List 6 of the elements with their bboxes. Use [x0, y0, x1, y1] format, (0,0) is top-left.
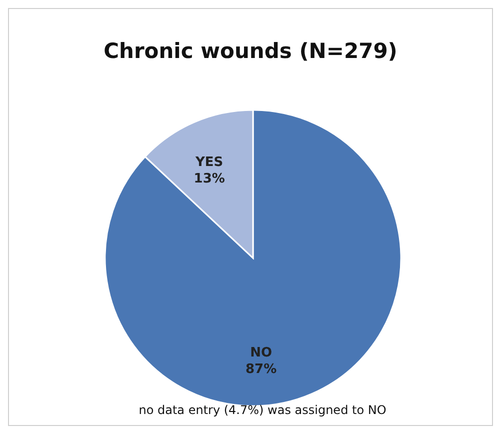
text: no data entry (4.7%) was assigned to NO — [138, 403, 386, 417]
data-label: 13% — [194, 172, 225, 187]
slice-label: YES — [194, 154, 224, 170]
slice-label: NO — [250, 345, 272, 360]
chart-title: Chronic wounds (N=279) — [104, 39, 398, 63]
data-label: 87% — [246, 362, 277, 378]
